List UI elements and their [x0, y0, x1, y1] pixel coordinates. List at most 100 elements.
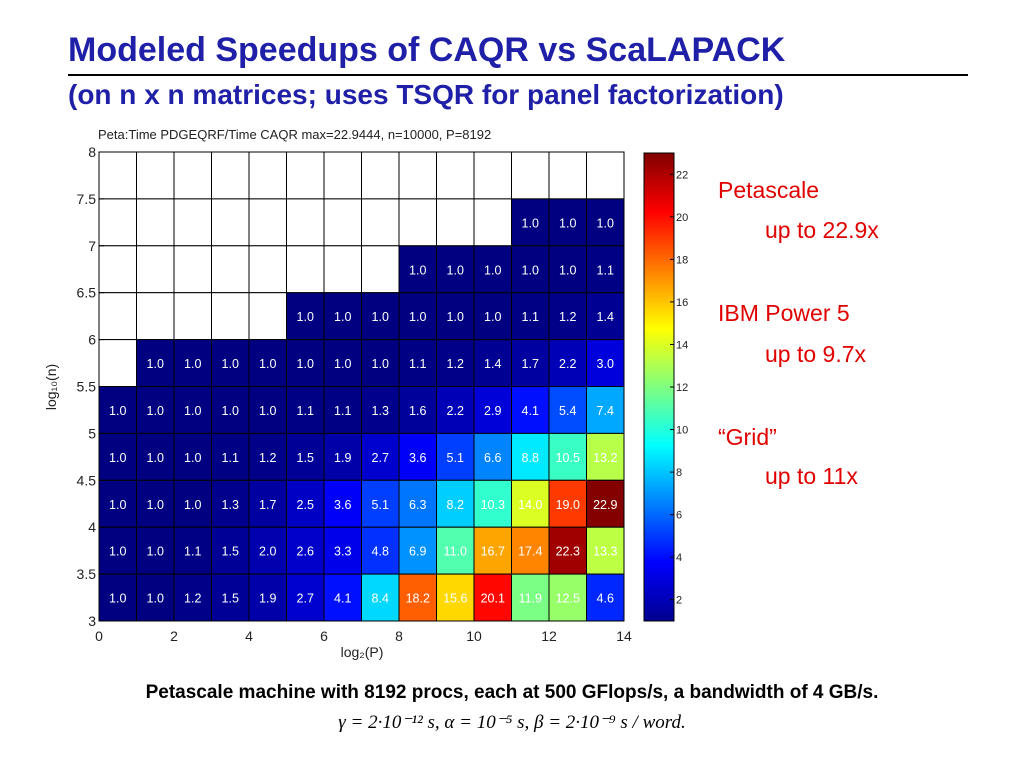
cell-value-label: 1.0	[147, 404, 164, 418]
cell-value-label: 1.0	[259, 357, 276, 371]
colorbar-tick-label: 18	[676, 254, 688, 266]
cell-value-label: 1.0	[297, 310, 314, 324]
cell-value-label: 10.5	[556, 451, 580, 465]
heatmap-cell	[98, 198, 137, 247]
cell-value-label: 1.0	[372, 310, 389, 324]
y-tick-label: 6	[88, 332, 96, 348]
heatmap-cell	[98, 573, 137, 622]
cell-value-label: 13.3	[593, 545, 617, 559]
cell-value-label: 1.0	[147, 545, 164, 559]
heatmap-cell	[398, 151, 437, 200]
cell-value-label: 2.6	[297, 545, 314, 559]
heatmap-cell	[211, 526, 250, 575]
cell-value-label: 1.3	[372, 404, 389, 418]
heatmap-cell	[586, 245, 625, 294]
heatmap-cell	[173, 245, 212, 294]
cell-value-label: 1.0	[184, 451, 201, 465]
heatmap-cell	[248, 386, 287, 434]
heatmap-cell	[136, 526, 175, 575]
colorbar-tick-label: 22	[676, 169, 688, 181]
cell-value-label: 1.2	[447, 357, 464, 371]
cell-value-label: 1.0	[597, 216, 614, 230]
cell-value-label: 2.2	[559, 357, 576, 371]
cell-value-label: 2.0	[259, 545, 276, 559]
cell-value-label: 1.9	[334, 451, 351, 465]
side-note-label-3: “Grid”	[718, 424, 777, 450]
heatmap-cell	[136, 292, 175, 341]
cell-value-label: 1.0	[259, 404, 276, 418]
cell-value-label: 7.4	[597, 404, 614, 418]
cell-value-label: 4.8	[372, 545, 389, 559]
cell-value-label: 1.9	[259, 592, 276, 606]
heatmap-cell	[511, 198, 550, 247]
colorbar-tick-label: 4	[676, 552, 682, 564]
heatmap-cell	[436, 339, 475, 388]
x-tick-label: 14	[616, 628, 632, 644]
heatmap-cell	[173, 432, 212, 481]
heatmap-cell	[398, 432, 437, 481]
cell-value-label: 1.1	[597, 263, 614, 277]
heatmap-cell	[473, 526, 512, 575]
cell-value-label: 12.5	[556, 592, 580, 606]
cell-value-label: 1.2	[559, 310, 576, 324]
cell-value-label: 1.1	[222, 451, 239, 465]
side-note-value-3: up to 11x	[765, 463, 858, 489]
heatmap-cell	[211, 151, 250, 200]
heatmap-cell	[398, 573, 437, 622]
heatmap-cell	[436, 151, 475, 200]
heatmap-cell	[548, 386, 587, 434]
heatmap-cell	[173, 479, 212, 528]
cell-value-label: 4.6	[597, 592, 614, 606]
heatmap-cell	[248, 151, 287, 200]
heatmap-cell	[248, 339, 287, 388]
cell-value-label: 3.3	[334, 545, 351, 559]
colorbar-tick-label: 2	[676, 595, 682, 607]
y-tick-label: 7.5	[77, 191, 97, 207]
cell-value-label: 1.3	[222, 498, 239, 512]
plot-title: Peta:Time PDGEQRF/Time CAQR max=22.9444,…	[98, 127, 492, 142]
cell-value-label: 4.1	[522, 404, 539, 418]
y-tick-label: 4	[88, 519, 96, 535]
x-tick-label: 0	[95, 628, 103, 644]
y-tick-label: 5	[88, 425, 96, 441]
heatmap-cell	[248, 432, 287, 481]
colorbar-tick-label: 16	[676, 297, 688, 309]
heatmap-cell	[323, 526, 362, 575]
slide-subtitle: (on n x n matrices; uses TSQR for panel …	[68, 79, 784, 110]
cell-value-label: 1.5	[222, 545, 239, 559]
cell-value-label: 11.9	[519, 592, 542, 606]
heatmap-cell	[548, 151, 587, 200]
heatmap-cell	[398, 292, 437, 341]
heatmap-cell	[286, 198, 325, 247]
cell-value-label: 5.1	[447, 451, 464, 465]
cell-value-label: 1.0	[522, 216, 539, 230]
heatmap-cell	[286, 339, 325, 388]
cell-value-label: 1.0	[184, 498, 201, 512]
cell-value-label: 1.0	[109, 451, 126, 465]
heatmap-cell	[511, 292, 550, 341]
cell-value-label: 1.0	[372, 357, 389, 371]
cell-value-label: 1.0	[334, 357, 351, 371]
cell-value-label: 3.6	[334, 498, 351, 512]
x-tick-label: 2	[170, 628, 178, 644]
heatmap-cell	[511, 245, 550, 294]
heatmap-cell	[361, 432, 400, 481]
cell-value-label: 1.6	[409, 404, 426, 418]
heatmap-cell	[211, 479, 250, 528]
heatmap-cell	[436, 526, 475, 575]
heatmap-cell	[473, 432, 512, 481]
heatmap-cell	[248, 573, 287, 622]
cell-value-label: 3.0	[597, 357, 614, 371]
heatmap-cell	[361, 479, 400, 528]
cell-value-label: 6.9	[409, 545, 426, 559]
cell-value-label: 18.2	[406, 592, 430, 606]
cell-value-label: 2.5	[297, 498, 314, 512]
cell-value-label: 3.6	[409, 451, 426, 465]
heatmap-cell	[323, 245, 362, 294]
heatmap-cell	[473, 386, 512, 434]
colorbar-tick-label: 8	[676, 467, 682, 479]
title-underline	[68, 74, 968, 76]
cell-value-label: 20.1	[481, 592, 505, 606]
heatmap-cell	[98, 432, 137, 481]
cell-value-label: 1.1	[334, 404, 351, 418]
